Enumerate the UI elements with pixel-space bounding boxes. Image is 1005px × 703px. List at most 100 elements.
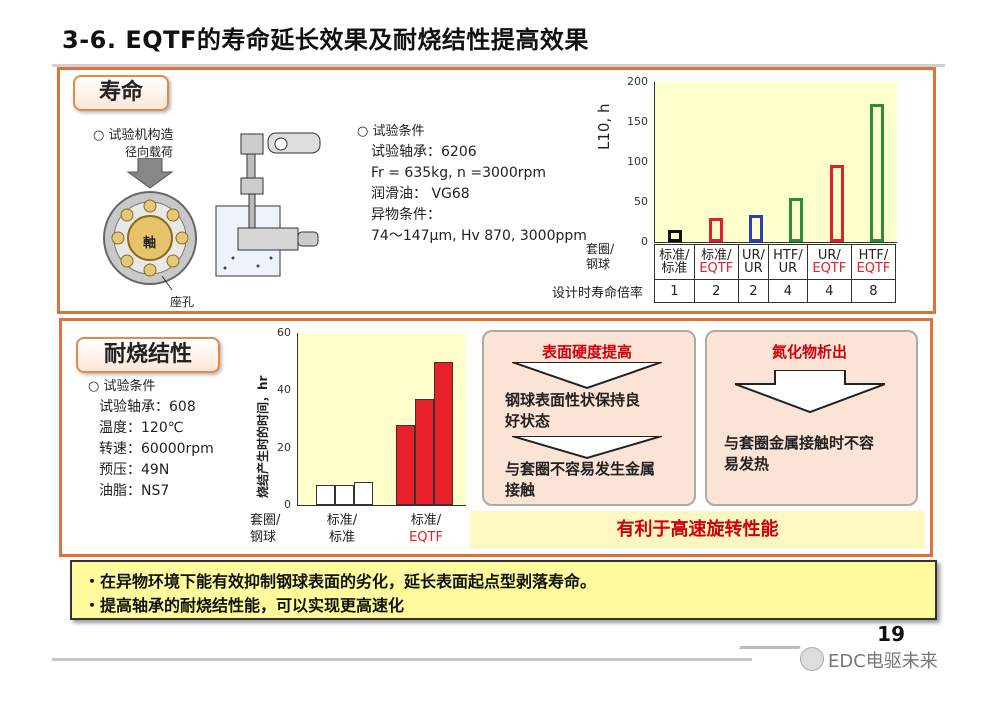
seizure-chart-yaxis: 0 20 40 60 <box>265 326 293 511</box>
seizure-ytick: 20 <box>277 440 291 454</box>
life-category-top: UR/ <box>817 248 841 263</box>
seizure-bar <box>396 424 415 505</box>
life-test-conditions: ○ 试验条件 试验轴承：6206 Fr = 635kg, n =3000rpm … <box>357 121 587 247</box>
down-arrow-icon <box>512 436 662 460</box>
life-factor-label: 设计时寿命倍率 <box>552 286 644 301</box>
seizure-ytick: 60 <box>277 326 291 339</box>
shaft-label: 軸 <box>143 236 157 251</box>
bearing-diagram <box>103 158 197 291</box>
watermark-logo-icon <box>800 647 824 671</box>
seizure-label: 耐烧结性 <box>76 337 220 373</box>
seizure-group-eqtf: 标准/ EQTF <box>398 512 454 546</box>
life-factor-cell: 8 <box>850 279 897 303</box>
seizure-group-eqtf-top: 标准/ <box>410 513 442 528</box>
life-category-table: 标准/标准 标准/EQTF UR/UR HTF/UR UR/EQTF HTF/EQTF 1 2… <box>654 244 897 303</box>
life-cond-debris-spec: 74～147μm, Hv 870, 3000ppm <box>371 228 587 244</box>
life-bar <box>708 218 723 242</box>
seizure-row-label-ring: 套圈/ <box>250 513 281 528</box>
life-category-cell: 标准/标准 <box>654 244 695 280</box>
life-cond-load: Fr = 635kg, n =3000rpm <box>371 165 546 181</box>
effect-nitride-head: 氮化物析出 <box>771 343 847 361</box>
seizure-ytick: 0 <box>284 498 291 511</box>
summary-line-1: ・在异物环境下能有效抑制钢球表面的劣化，延长表面起点型剥落寿命。 <box>84 572 597 591</box>
effect-nitride-line1: 与套圈金属接触时不容 <box>724 434 875 452</box>
life-ytick: 100 <box>627 155 648 168</box>
page-number: 19 <box>877 622 905 646</box>
life-category-bottom: 标准 <box>661 261 688 276</box>
effect-hardness-line3: 与套圈不容易发生金属 <box>505 460 656 478</box>
effect-hardness-head: 表面硬度提高 <box>541 343 632 361</box>
life-ytick: 150 <box>627 115 648 128</box>
seizure-chart-ylabel: 烧结产生时的时间，hr <box>256 375 270 498</box>
seizure-bar <box>415 398 434 505</box>
page-title: 3-6. EQTF的寿命延长效果及耐烧结性提高效果 <box>62 26 589 54</box>
seizure-row-labels: 套圈/ 钢球 <box>250 512 280 546</box>
seizure-bar <box>354 482 373 505</box>
life-category-cell: HTF/UR <box>768 244 808 280</box>
seizure-group-eqtf-bottom: EQTF <box>409 530 443 545</box>
seizure-group-std: 标准/ 标准 <box>318 512 366 546</box>
effect-hardness-line4: 接触 <box>505 481 536 499</box>
life-bar <box>668 230 683 242</box>
down-arrow-icon <box>735 370 885 414</box>
life-chart-plot <box>654 82 897 243</box>
life-ytick: 0 <box>641 235 648 248</box>
footer-line <box>52 658 752 661</box>
life-row-label-ring: 套圈/ <box>586 242 615 256</box>
life-category-cell: 标准/EQTF <box>693 244 739 280</box>
seizure-cond-grease: 油脂：NS7 <box>99 483 170 499</box>
life-factor-cell: 4 <box>768 279 808 303</box>
seizure-bar <box>335 484 354 505</box>
life-chart-yaxis: 0 50 100 150 200 <box>622 75 650 248</box>
life-category-cell: HTF/EQTF <box>850 244 897 280</box>
life-category-cell: UR/UR <box>737 244 770 280</box>
footer-swoosh <box>739 646 801 649</box>
life-category-top: 标准/ <box>701 248 732 263</box>
effect-box-hardness <box>482 330 696 506</box>
life-category-bottom: EQTF <box>856 261 891 276</box>
effect-box-nitride <box>705 330 918 506</box>
life-chart-ylabel: L10, h <box>595 103 613 151</box>
seizure-cond-preload: 预压：49N <box>99 462 170 478</box>
seizure-ytick: 40 <box>277 383 291 397</box>
life-cond-title: ○ 试验条件 <box>357 124 425 139</box>
seizure-group-std-bottom: 标准 <box>328 530 355 545</box>
seizure-chart-plot <box>297 333 466 506</box>
life-bar <box>789 198 804 242</box>
life-category-top: UR/ <box>741 248 765 263</box>
life-ytick: 200 <box>627 75 648 88</box>
housing-label: 座孔 <box>170 295 195 309</box>
benefit-banner: 有利于高速旋转性能 <box>470 511 925 548</box>
seizure-group-std-top: 标准/ <box>326 513 358 528</box>
life-factor-cell: 2 <box>693 279 739 303</box>
seizure-cond-bearing: 试验轴承：608 <box>99 399 196 415</box>
effect-hardness-line2: 好状态 <box>505 412 551 430</box>
life-factor-cell: 1 <box>654 279 695 303</box>
life-category-top: HTF/ <box>858 248 889 263</box>
test-structure-title: ○ 试验机构造 <box>93 128 174 143</box>
effect-nitride-line2: 易发热 <box>724 455 770 473</box>
life-cond-bearing: 试验轴承：6206 <box>371 144 477 160</box>
life-category-top: 标准/ <box>659 248 690 263</box>
watermark-text: EDC电驱未来 <box>828 651 938 672</box>
seizure-row-label-ball: 钢球 <box>250 530 277 545</box>
seizure-bar <box>316 484 335 505</box>
life-category-bottom: UR <box>744 261 763 276</box>
life-bar <box>869 104 884 242</box>
seizure-bar <box>434 361 453 505</box>
seizure-cond-speed: 转速：60000rpm <box>99 441 214 457</box>
summary-line-2: ・提高轴承的耐烧结性能，可以实现更高速化 <box>84 596 405 615</box>
life-bar <box>748 214 763 242</box>
life-cond-debris: 异物条件： <box>371 207 441 223</box>
life-cond-oil: 润滑油： VG68 <box>371 186 470 202</box>
life-label: 寿命 <box>73 75 169 111</box>
life-category-top: HTF/ <box>773 248 803 263</box>
seizure-cond-title: ○ 试验条件 <box>88 379 156 394</box>
life-factor-cell: 2 <box>737 279 770 303</box>
seizure-test-conditions: ○ 试验条件 试验轴承：608 温度：120℃ 转速：60000rpm 预压：4… <box>88 376 214 502</box>
summary-box <box>70 560 937 620</box>
test-machine-diagram <box>215 132 321 277</box>
seizure-cond-temp: 温度：120℃ <box>99 420 184 436</box>
life-category-bottom: EQTF <box>699 261 734 276</box>
life-category-bottom: UR <box>778 261 798 276</box>
